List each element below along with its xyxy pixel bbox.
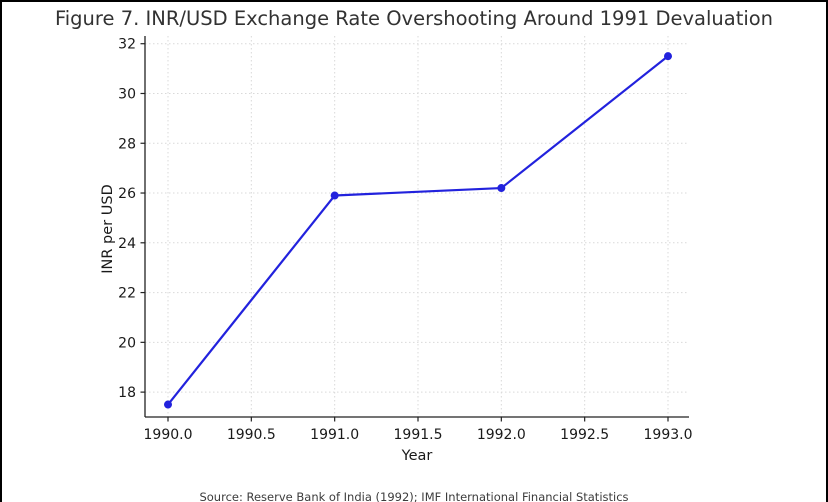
x-tick-label: 1992.5 [560,427,609,443]
y-tick-label: 24 [118,236,136,252]
grid-lines [145,36,689,417]
y-tick-label: 30 [118,86,136,102]
data-point-marker [664,52,672,61]
data-point-marker [330,191,339,200]
y-tick-label: 20 [118,335,136,351]
x-tick-label: 1992.0 [477,427,526,443]
series-line [167,55,669,406]
figure-title: Figure 7. INR/USD Exchange Rate Overshoo… [54,7,774,30]
y-tick-label: 22 [118,286,136,302]
y-tick-label: 28 [118,136,136,152]
x-tick-label: 1991.0 [310,427,359,443]
y-tick-label: 32 [118,37,136,53]
axis-tick-labels: 1990.0 1990.5 1991.0 1991.5 1992.0 1992.5 1993… [118,37,692,443]
data-point-marker [497,184,506,193]
y-axis-label: INR per USD [100,184,116,274]
x-tick-label: 1991.5 [394,427,443,443]
axis-ticks [140,43,669,422]
x-tick-label: 1993.0 [644,427,693,443]
axis-spines [144,36,689,418]
x-axis-label: Year [401,448,433,464]
x-tick-label: 1990.0 [144,427,193,443]
source-note: Source: Reserve Bank of India (1992); IM… [199,490,629,502]
data-series [164,52,672,409]
x-tick-label: 1990.5 [227,427,276,443]
data-point-marker [164,400,172,409]
y-tick-label: 26 [118,186,136,202]
y-tick-label: 18 [118,385,136,401]
